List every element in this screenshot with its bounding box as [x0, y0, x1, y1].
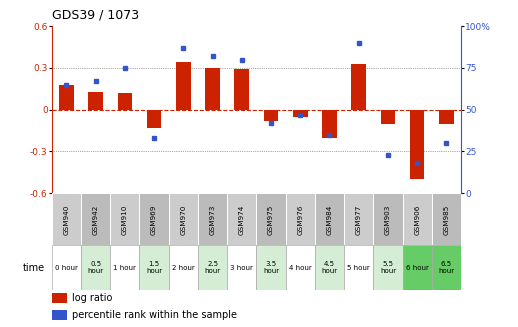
Bar — [198, 193, 227, 246]
Bar — [381, 110, 395, 124]
Text: GSM977: GSM977 — [356, 204, 362, 234]
Text: time: time — [23, 263, 45, 273]
Text: GSM942: GSM942 — [93, 204, 98, 234]
Text: GSM970: GSM970 — [180, 204, 186, 234]
Text: 0.5
hour: 0.5 hour — [88, 261, 104, 274]
Bar — [432, 193, 461, 246]
Bar — [59, 85, 74, 110]
Text: GSM973: GSM973 — [210, 204, 215, 234]
Text: GDS39 / 1073: GDS39 / 1073 — [52, 8, 139, 21]
Text: GSM985: GSM985 — [443, 204, 450, 234]
Bar — [402, 246, 432, 290]
Text: 1 hour: 1 hour — [113, 265, 136, 271]
Bar — [432, 246, 461, 290]
Text: 6.5
hour: 6.5 hour — [438, 261, 454, 274]
Bar — [256, 246, 285, 290]
Text: GSM906: GSM906 — [414, 204, 420, 234]
Bar — [169, 246, 198, 290]
Bar — [89, 92, 103, 110]
Bar — [315, 246, 344, 290]
Bar — [147, 110, 162, 128]
Text: GSM975: GSM975 — [268, 204, 274, 234]
Text: 3 hour: 3 hour — [231, 265, 253, 271]
Text: 4.5
hour: 4.5 hour — [322, 261, 338, 274]
Text: 2.5
hour: 2.5 hour — [205, 261, 221, 274]
Bar — [81, 246, 110, 290]
Bar — [110, 246, 139, 290]
Bar — [227, 246, 256, 290]
Text: 4 hour: 4 hour — [289, 265, 312, 271]
Bar — [176, 62, 191, 110]
Text: 0 hour: 0 hour — [55, 265, 78, 271]
Bar — [235, 69, 249, 110]
Text: GSM969: GSM969 — [151, 204, 157, 234]
Bar — [402, 193, 432, 246]
Text: 5.5
hour: 5.5 hour — [380, 261, 396, 274]
Bar — [322, 110, 337, 138]
Text: GSM903: GSM903 — [385, 204, 391, 234]
Text: GSM974: GSM974 — [239, 204, 245, 234]
Bar — [285, 193, 315, 246]
Text: 3.5
hour: 3.5 hour — [263, 261, 279, 274]
Bar — [373, 246, 402, 290]
Bar — [351, 64, 366, 110]
Bar — [264, 110, 278, 121]
Text: percentile rank within the sample: percentile rank within the sample — [72, 310, 237, 320]
Bar — [169, 193, 198, 246]
Text: 5 hour: 5 hour — [348, 265, 370, 271]
Bar — [81, 193, 110, 246]
Bar — [373, 193, 402, 246]
Bar — [52, 293, 66, 303]
Bar — [410, 110, 424, 179]
Bar — [139, 246, 169, 290]
Bar — [198, 246, 227, 290]
Bar — [227, 193, 256, 246]
Bar — [439, 110, 454, 124]
Text: GSM976: GSM976 — [297, 204, 303, 234]
Bar — [344, 246, 373, 290]
Bar — [52, 310, 66, 320]
Bar — [205, 68, 220, 110]
Bar — [344, 193, 373, 246]
Bar — [139, 193, 169, 246]
Text: log ratio: log ratio — [72, 293, 112, 302]
Bar — [315, 193, 344, 246]
Bar — [110, 193, 139, 246]
Bar — [52, 246, 81, 290]
Text: GSM910: GSM910 — [122, 204, 128, 234]
Text: 2 hour: 2 hour — [172, 265, 195, 271]
Bar — [285, 246, 315, 290]
Text: GSM940: GSM940 — [63, 204, 69, 234]
Text: 6 hour: 6 hour — [406, 265, 428, 271]
Bar — [293, 110, 308, 117]
Bar — [256, 193, 285, 246]
Text: GSM984: GSM984 — [326, 204, 333, 234]
Text: 1.5
hour: 1.5 hour — [146, 261, 162, 274]
Bar — [118, 93, 132, 110]
Bar — [52, 193, 81, 246]
